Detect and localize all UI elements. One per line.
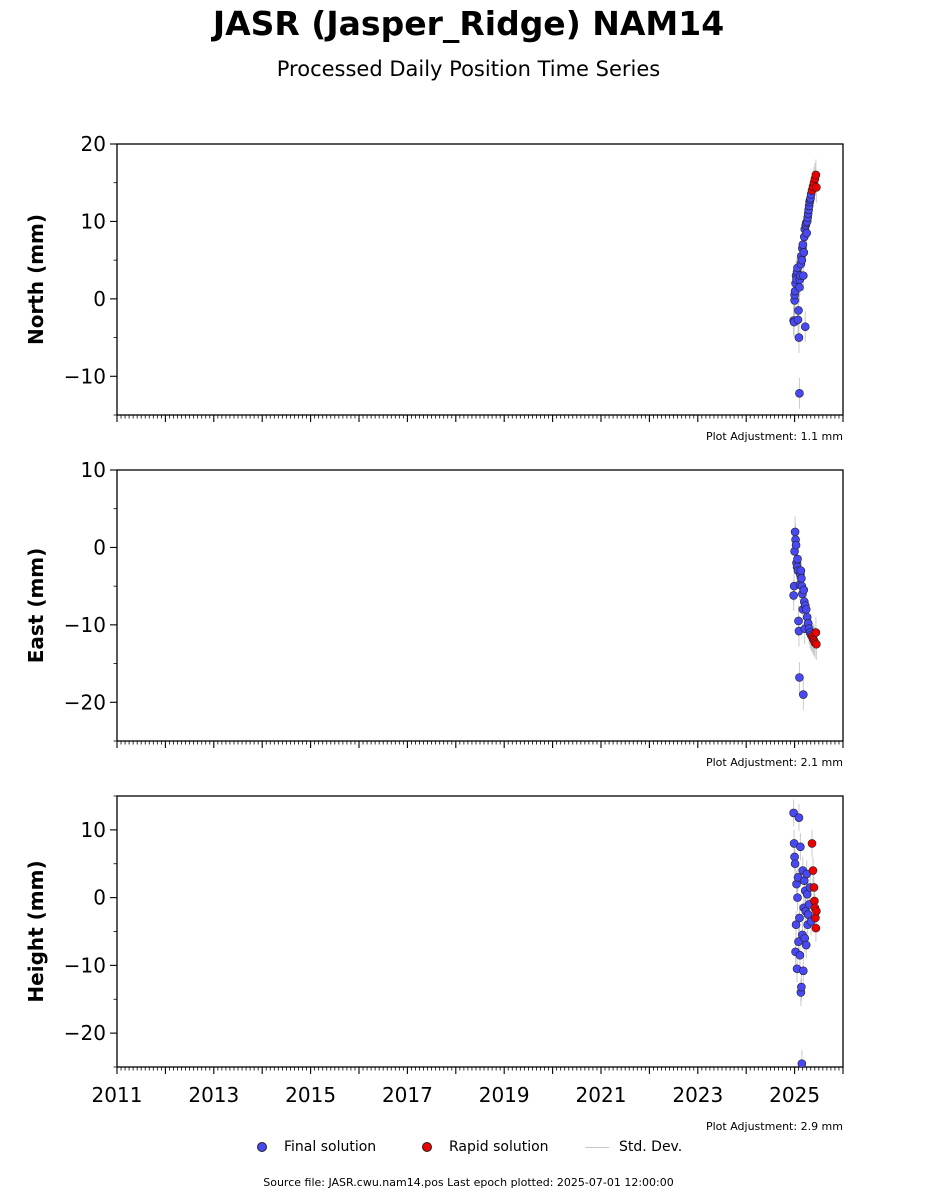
- x-tick-label: 2011: [92, 1083, 143, 1107]
- final-solution-point: [795, 913, 804, 923]
- final-solution-point: [801, 605, 811, 614]
- plot-adjustment-note: Plot Adjustment: 2.9 mm: [706, 1120, 843, 1133]
- final-solution-point: [793, 315, 803, 325]
- final-solution-point: [801, 940, 811, 950]
- final-solution-point: [789, 808, 798, 818]
- rapid-solution-point: [811, 923, 821, 933]
- x-tick-label: 2021: [576, 1083, 627, 1107]
- x-tick-label: 2013: [188, 1083, 239, 1107]
- panel-1: −10 0 10 20 North (mm) Plot Adjustment: 1.1 m…: [24, 132, 844, 443]
- plot-frame: [116, 469, 844, 742]
- chart-title: JASR (Jasper_Ridge) NAM14: [212, 4, 725, 43]
- x-tick-label: 2015: [285, 1083, 336, 1107]
- x-tick-label: 2019: [479, 1083, 530, 1107]
- final-solution-point: [799, 690, 808, 699]
- rapid-solution-point: [808, 866, 818, 875]
- chart-subtitle: Processed Daily Position Time Series: [276, 57, 661, 81]
- y-tick-label: 10: [81, 458, 106, 482]
- y-tick-label: 0: [93, 287, 106, 311]
- rapid-solution-point: [812, 906, 821, 916]
- final-solution-point: [802, 228, 812, 238]
- data-layer: [789, 159, 821, 409]
- final-solution-point: [795, 950, 805, 960]
- legend-item-stddev: Std. Dev.: [585, 1136, 682, 1158]
- legend-stddev-line: [585, 1146, 609, 1148]
- plot-frame: [116, 795, 844, 1068]
- final-solution-point: [797, 982, 806, 992]
- final-solution-point: [794, 813, 804, 822]
- y-tick-label: 0: [93, 535, 106, 559]
- legend: Final solution Rapid solution Std. Dev.: [0, 1136, 937, 1158]
- final-solution-point: [799, 966, 808, 976]
- final-solution-point: [799, 271, 808, 280]
- final-solution-point: [794, 333, 804, 342]
- final-solution-point: [795, 282, 804, 292]
- legend-stddev-label: Std. Dev.: [619, 1139, 683, 1155]
- panel-2: −20 −10 0 10 East (mm) Plot Adjustment: 2.1 m…: [24, 458, 844, 769]
- final-solution-point: [794, 616, 803, 626]
- rapid-solution-point: [807, 839, 817, 848]
- final-solution-point: [798, 240, 808, 249]
- legend-rapid-marker: [422, 1142, 432, 1152]
- source-text: Source file: JASR.cwu.nam14.pos Last epo…: [263, 1176, 674, 1189]
- x-tick-label: 2025: [769, 1083, 820, 1107]
- plot-adjustment-note: Plot Adjustment: 1.1 mm: [706, 430, 843, 443]
- y-axis-label: Height (mm): [24, 860, 48, 1002]
- rapid-solution-point: [812, 639, 821, 649]
- legend-rapid-label: Rapid solution: [449, 1139, 549, 1155]
- final-solution-point: [793, 893, 802, 902]
- y-tick-label: 10: [81, 818, 106, 842]
- final-solution-point: [795, 389, 804, 398]
- plot-adjustment-note: Plot Adjustment: 2.1 mm: [706, 756, 843, 769]
- final-solution-point: [797, 1059, 807, 1067]
- rapid-solution-point: [809, 883, 819, 892]
- final-solution-point: [791, 540, 801, 550]
- legend-final-marker: [257, 1142, 267, 1152]
- y-tick-label: −10: [64, 364, 106, 388]
- final-solution-point: [790, 859, 800, 869]
- final-solution-point: [799, 585, 809, 595]
- final-solution-point: [790, 527, 800, 537]
- final-solution-point: [796, 842, 805, 852]
- x-tick-label: 2017: [382, 1083, 433, 1107]
- legend-item-rapid: Rapid solution: [422, 1136, 549, 1158]
- plot-frame: [116, 143, 844, 416]
- legend-item-final: Final solution: [257, 1136, 376, 1158]
- y-tick-label: −20: [64, 1021, 106, 1045]
- y-axis-label: East (mm): [24, 548, 48, 664]
- y-tick-label: −20: [64, 690, 106, 714]
- data-layer: [789, 516, 821, 711]
- final-solution-point: [789, 591, 798, 600]
- rapid-solution-point: [811, 628, 821, 637]
- rapid-solution-point: [811, 170, 821, 180]
- y-tick-label: 20: [81, 132, 106, 156]
- rapid-solution-point: [812, 183, 821, 192]
- final-solution-point: [795, 673, 804, 682]
- final-solution-point: [793, 554, 802, 564]
- panel-3: −20 −10 0 10 2011 2013 2015 2017 2019 2021 2023 202…: [24, 795, 844, 1133]
- final-solution-point: [796, 566, 806, 575]
- y-tick-label: −10: [64, 953, 106, 977]
- final-solution-point: [791, 920, 801, 930]
- final-solution-point: [797, 574, 806, 583]
- data-layer: [789, 799, 821, 1067]
- x-tick-label: 2023: [672, 1083, 723, 1107]
- y-tick-label: 0: [93, 886, 106, 910]
- y-axis-label: North (mm): [24, 214, 48, 345]
- final-solution-point: [794, 306, 803, 315]
- legend-final-label: Final solution: [284, 1139, 377, 1155]
- final-solution-point: [800, 322, 810, 332]
- y-tick-label: 10: [81, 209, 106, 233]
- final-solution-point: [797, 255, 807, 265]
- y-tick-label: −10: [64, 613, 106, 637]
- final-solution-point: [799, 248, 809, 257]
